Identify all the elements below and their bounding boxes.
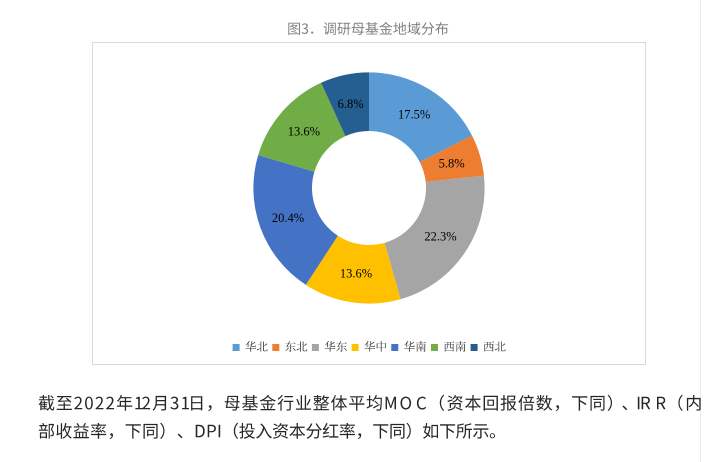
svg-text:6.8%: 6.8% xyxy=(338,97,364,111)
svg-text:20.4%: 20.4% xyxy=(272,211,304,225)
svg-text:22.3%: 22.3% xyxy=(424,230,456,244)
svg-text:5.8%: 5.8% xyxy=(439,157,465,171)
svg-text:17.5%: 17.5% xyxy=(398,108,430,122)
svg-text:13.6%: 13.6% xyxy=(288,125,320,139)
svg-text:13.6%: 13.6% xyxy=(340,267,372,281)
